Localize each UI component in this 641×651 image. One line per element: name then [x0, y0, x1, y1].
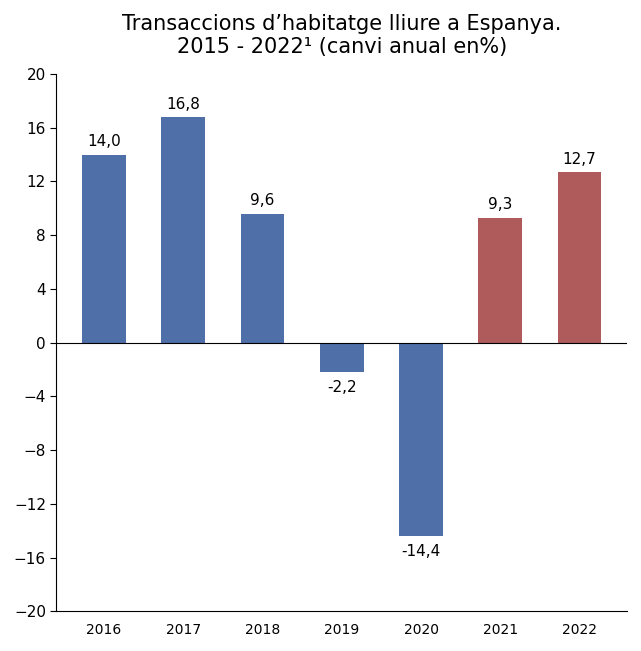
Text: 12,7: 12,7 — [563, 152, 596, 167]
Text: 14,0: 14,0 — [87, 134, 121, 149]
Text: 16,8: 16,8 — [166, 96, 200, 111]
Bar — [82, 154, 126, 342]
Text: -14,4: -14,4 — [401, 544, 440, 559]
Text: -2,2: -2,2 — [327, 380, 356, 395]
Bar — [558, 172, 601, 342]
Title: Transaccions d’habitatge lliure a Espanya.
2015 - 2022¹ (canvi anual en%): Transaccions d’habitatge lliure a Espany… — [122, 14, 562, 57]
Bar — [478, 217, 522, 342]
Text: 9,3: 9,3 — [488, 197, 513, 212]
Bar — [399, 342, 443, 536]
Text: 9,6: 9,6 — [251, 193, 275, 208]
Bar — [162, 117, 205, 342]
Bar — [320, 342, 363, 372]
Bar — [241, 214, 285, 342]
